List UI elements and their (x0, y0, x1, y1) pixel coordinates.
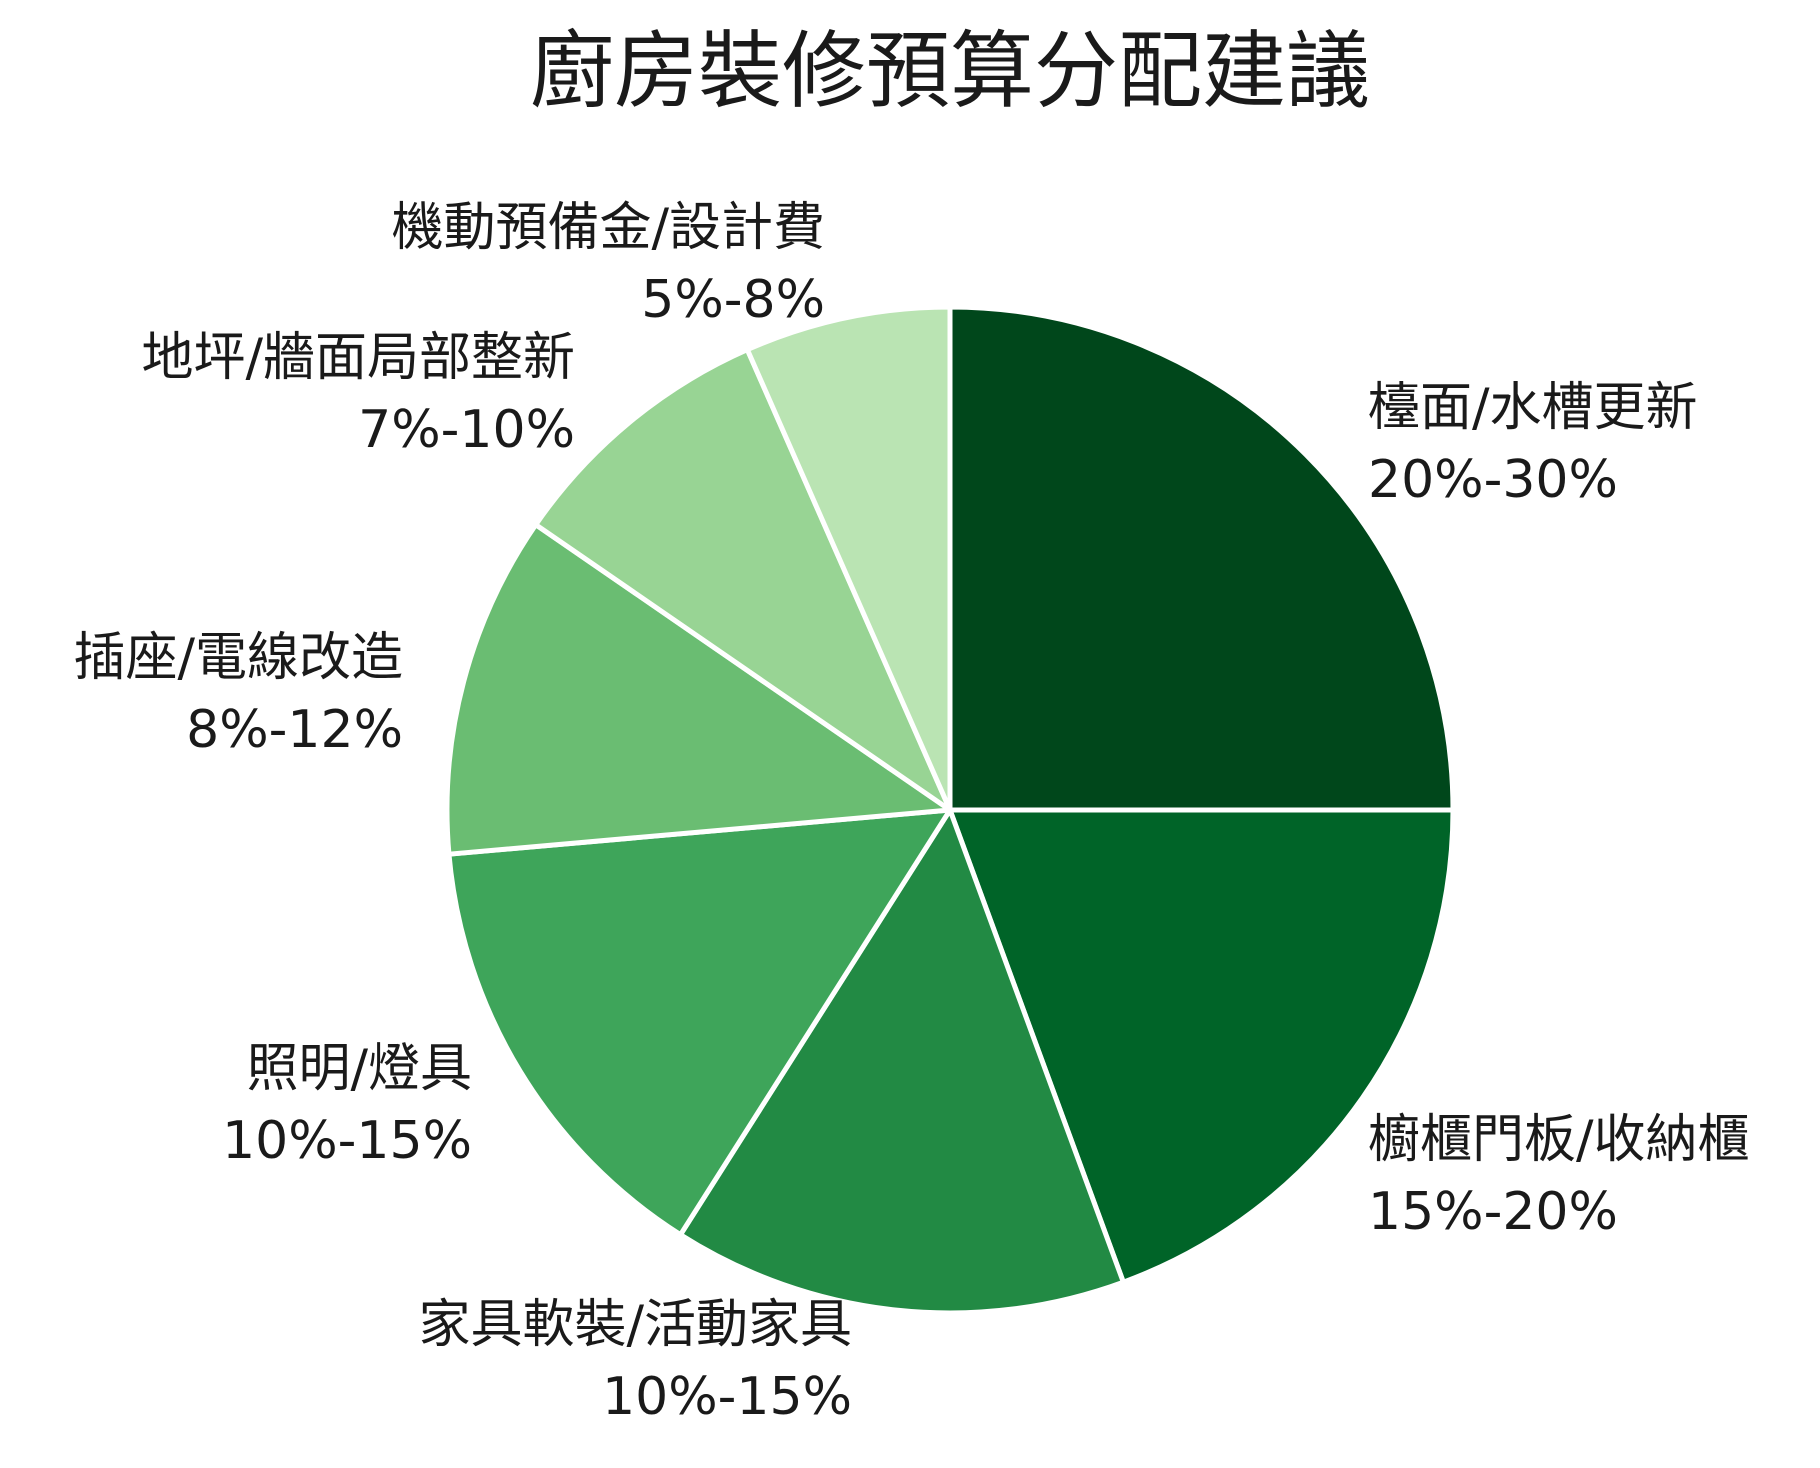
slice-label-name: 地坪/牆面局部整新 (141, 328, 575, 388)
slice-label-2: 櫥櫃門板/收納櫃 15%-20% (1368, 1110, 1750, 1242)
slice-label-range: 20%-30% (1368, 450, 1618, 510)
pie-slice-7 (744, 304, 953, 813)
slice-label-range: 7%-10% (358, 400, 575, 460)
pie-slice-1 (947, 304, 1456, 813)
pie-slice-6 (533, 347, 953, 813)
slice-label-range: 8%-12% (186, 700, 403, 760)
slice-label-range: 10%-15% (602, 1367, 852, 1427)
slice-label-range: 10%-15% (222, 1111, 472, 1171)
slice-label-7: 機動預備金/設計費 5%-8% (391, 198, 825, 330)
pie-slice-3 (677, 807, 1126, 1316)
chart-title: 廚房裝修預算分配建議 (530, 22, 1370, 120)
slice-label-range: 5%-8% (641, 270, 825, 330)
slice-labels: 檯面/水槽更新 20%-30% 櫥櫃門板/收納櫃 15%-20% 家具軟裝/活動家具 10… (73, 198, 1749, 1427)
pie-slice-5 (444, 522, 953, 857)
slice-label-3: 家具軟裝/活動家具 10%-15% (418, 1295, 852, 1427)
slice-label-name: 檯面/水槽更新 (1368, 378, 1698, 438)
slice-label-6: 地坪/牆面局部整新 7%-10% (141, 328, 575, 460)
slice-label-range: 15%-20% (1368, 1182, 1618, 1242)
slice-label-1: 檯面/水槽更新 20%-30% (1368, 378, 1698, 510)
slice-label-name: 家具軟裝/活動家具 (418, 1295, 852, 1355)
pie-slice-2 (947, 807, 1456, 1285)
slice-label-name: 機動預備金/設計費 (391, 198, 825, 258)
slice-label-5: 插座/電線改造 8%-12% (73, 628, 403, 760)
pie-slice-4 (446, 807, 953, 1238)
slice-label-name: 插座/電線改造 (73, 628, 403, 688)
pie-slices (444, 304, 1456, 1316)
slice-label-name: 櫥櫃門板/收納櫃 (1368, 1110, 1750, 1170)
slice-label-name: 照明/燈具 (246, 1039, 472, 1099)
slice-label-4: 照明/燈具 10%-15% (222, 1039, 472, 1171)
